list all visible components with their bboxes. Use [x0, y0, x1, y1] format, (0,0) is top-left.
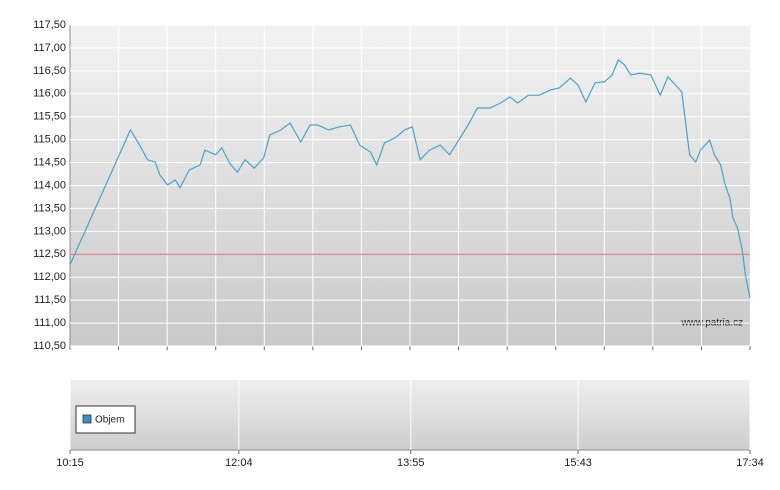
x-tick-label: 13:55 — [397, 457, 425, 469]
x-tick-label: 15:43 — [564, 457, 592, 469]
y-tick-label: 114,00 — [33, 179, 66, 191]
y-tick-label: 113,00 — [33, 225, 66, 237]
y-tick-label: 111,00 — [34, 317, 66, 329]
x-tick-label: 12:04 — [225, 457, 253, 469]
y-tick-label: 114,50 — [33, 156, 66, 168]
y-tick-label: 112,00 — [33, 271, 66, 283]
y-tick-label: 113,50 — [33, 202, 66, 214]
y-tick-label: 111,50 — [34, 294, 66, 306]
y-tick-label: 115,50 — [33, 111, 66, 123]
y-tick-label: 117,50 — [33, 19, 66, 31]
x-tick-label: 10:15 — [56, 457, 84, 469]
y-tick-label: 117,00 — [33, 42, 66, 54]
x-tick-label: 17:34 — [736, 457, 764, 469]
volume-panel — [70, 380, 750, 450]
y-tick-label: 116,00 — [33, 88, 66, 100]
legend-label: Objem — [95, 415, 124, 426]
price-line — [69, 58, 751, 299]
y-tick-label: 112,50 — [33, 248, 66, 260]
legend-swatch — [82, 414, 92, 424]
y-tick-label: 116,50 — [33, 65, 66, 77]
y-tick-label: 115,00 — [33, 134, 66, 146]
y-tick-label: 110,50 — [33, 340, 66, 352]
